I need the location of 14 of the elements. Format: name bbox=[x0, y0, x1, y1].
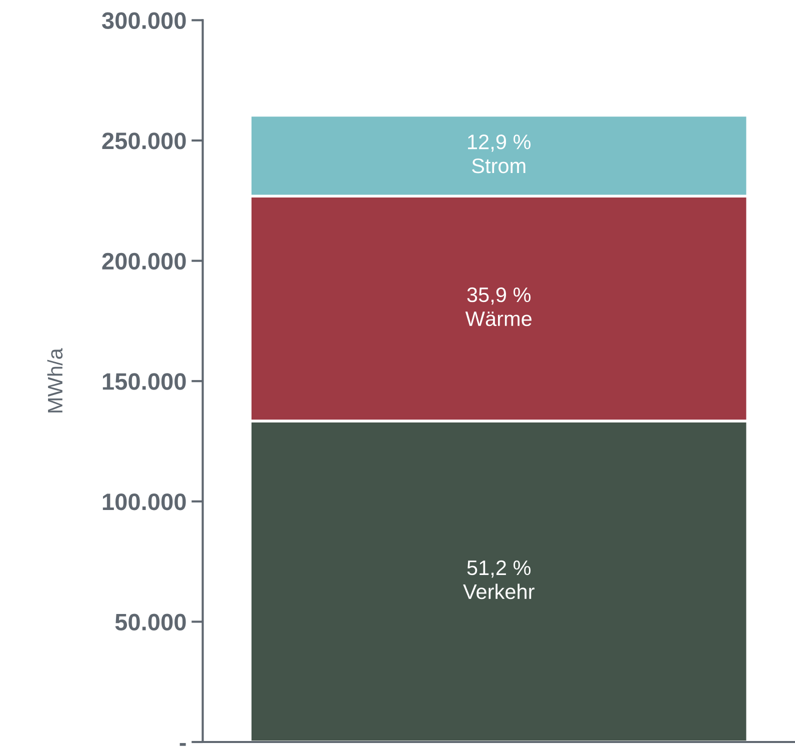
annotation: 12,9 % bbox=[468, 134, 531, 152]
y-tick-label: 250.000 bbox=[102, 132, 186, 150]
annotation: 35,9 % bbox=[467, 287, 531, 305]
y-tick-label: 150.000 bbox=[102, 373, 186, 390]
series-label: Wärme bbox=[465, 312, 532, 326]
annotation: 51,2 % bbox=[467, 560, 531, 578]
y-tick-label: 100.000 bbox=[102, 493, 186, 510]
series-label: Verkehr bbox=[463, 584, 534, 600]
y-tick-label: 200.000 bbox=[102, 252, 186, 270]
series-label: Strom bbox=[472, 158, 526, 174]
y-tick-label: - bbox=[180, 743, 186, 746]
y-tick-label: 50.000 bbox=[115, 614, 186, 630]
y-tick-label: 300.000 bbox=[102, 12, 186, 30]
y-axis-title: MWh/a bbox=[47, 348, 63, 412]
